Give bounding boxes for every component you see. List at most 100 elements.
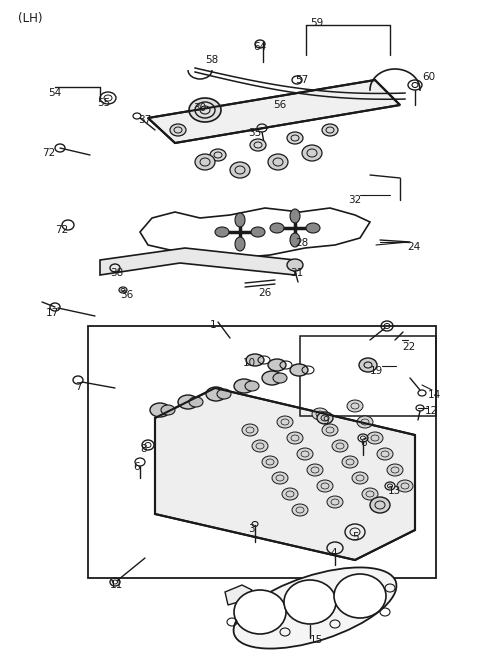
Text: 9: 9 [322, 416, 329, 426]
Ellipse shape [268, 154, 288, 170]
Text: 28: 28 [295, 238, 308, 248]
Ellipse shape [251, 227, 265, 237]
Ellipse shape [312, 408, 328, 420]
Text: 10: 10 [243, 358, 256, 368]
Text: 59: 59 [310, 18, 323, 28]
Ellipse shape [234, 590, 286, 634]
Text: 11: 11 [110, 580, 123, 590]
Ellipse shape [230, 162, 250, 178]
Text: 4: 4 [330, 548, 336, 558]
Text: 1: 1 [210, 320, 216, 330]
Ellipse shape [362, 488, 378, 500]
Ellipse shape [377, 448, 393, 460]
Text: 35: 35 [248, 128, 261, 138]
Ellipse shape [290, 209, 300, 223]
Text: 19: 19 [370, 366, 383, 376]
Ellipse shape [287, 259, 303, 271]
Ellipse shape [287, 132, 303, 144]
Text: (LH): (LH) [18, 12, 43, 25]
Text: 17: 17 [46, 308, 59, 318]
Bar [300, 336, 436, 416]
Ellipse shape [297, 448, 313, 460]
Ellipse shape [170, 124, 186, 136]
Ellipse shape [292, 504, 308, 516]
Text: 64: 64 [253, 42, 266, 52]
Polygon shape [148, 80, 400, 143]
Ellipse shape [189, 397, 203, 407]
Ellipse shape [357, 416, 373, 428]
Ellipse shape [322, 424, 338, 436]
Text: 14: 14 [428, 390, 441, 400]
Text: 30: 30 [193, 103, 206, 113]
Ellipse shape [206, 387, 226, 401]
Text: 54: 54 [48, 88, 61, 98]
Ellipse shape [234, 379, 254, 393]
Text: 72: 72 [42, 148, 55, 158]
Ellipse shape [161, 405, 175, 415]
Ellipse shape [252, 440, 268, 452]
Ellipse shape [282, 488, 298, 500]
Ellipse shape [317, 412, 333, 424]
Text: 57: 57 [295, 75, 308, 85]
Ellipse shape [387, 464, 403, 476]
Ellipse shape [307, 464, 323, 476]
Ellipse shape [270, 223, 284, 233]
Text: 5: 5 [352, 532, 359, 542]
Ellipse shape [359, 358, 377, 372]
Text: 58: 58 [205, 55, 218, 65]
Text: 22: 22 [402, 342, 415, 352]
Polygon shape [100, 248, 295, 275]
Ellipse shape [370, 497, 390, 513]
Ellipse shape [287, 432, 303, 444]
Ellipse shape [195, 154, 215, 170]
Ellipse shape [246, 354, 264, 366]
Ellipse shape [268, 359, 286, 371]
Ellipse shape [290, 364, 308, 376]
Ellipse shape [367, 432, 383, 444]
Text: 13: 13 [388, 486, 401, 496]
Text: 7: 7 [75, 382, 82, 392]
Text: 38: 38 [110, 268, 123, 278]
Ellipse shape [334, 574, 386, 618]
Ellipse shape [250, 139, 266, 151]
Text: 8: 8 [140, 444, 146, 454]
Ellipse shape [327, 496, 343, 508]
Polygon shape [225, 585, 252, 605]
Text: 26: 26 [258, 288, 271, 298]
Ellipse shape [290, 233, 300, 247]
Ellipse shape [235, 213, 245, 227]
Ellipse shape [150, 403, 170, 417]
Ellipse shape [277, 416, 293, 428]
Text: 6: 6 [360, 438, 367, 448]
Ellipse shape [272, 472, 288, 484]
Ellipse shape [245, 381, 259, 391]
Ellipse shape [242, 424, 258, 436]
Ellipse shape [178, 395, 198, 409]
Ellipse shape [342, 456, 358, 468]
Ellipse shape [352, 472, 368, 484]
Polygon shape [155, 388, 415, 560]
Text: 56: 56 [273, 100, 286, 110]
Ellipse shape [284, 580, 336, 624]
Text: 37: 37 [138, 115, 151, 125]
Text: 6: 6 [133, 462, 140, 472]
Ellipse shape [210, 149, 226, 161]
Ellipse shape [262, 456, 278, 468]
Ellipse shape [397, 480, 413, 492]
Ellipse shape [234, 567, 396, 649]
Text: 55: 55 [97, 98, 110, 108]
Ellipse shape [306, 223, 320, 233]
Ellipse shape [189, 98, 221, 122]
Ellipse shape [217, 389, 231, 399]
Ellipse shape [332, 440, 348, 452]
Text: 72: 72 [55, 225, 68, 235]
Ellipse shape [322, 124, 338, 136]
Ellipse shape [215, 227, 229, 237]
Text: 15: 15 [310, 635, 323, 645]
Text: 12: 12 [425, 406, 438, 416]
Text: 36: 36 [120, 290, 133, 300]
Text: 24: 24 [407, 242, 420, 252]
Bar [88, 326, 436, 578]
Text: 3: 3 [248, 524, 254, 534]
Ellipse shape [235, 237, 245, 251]
